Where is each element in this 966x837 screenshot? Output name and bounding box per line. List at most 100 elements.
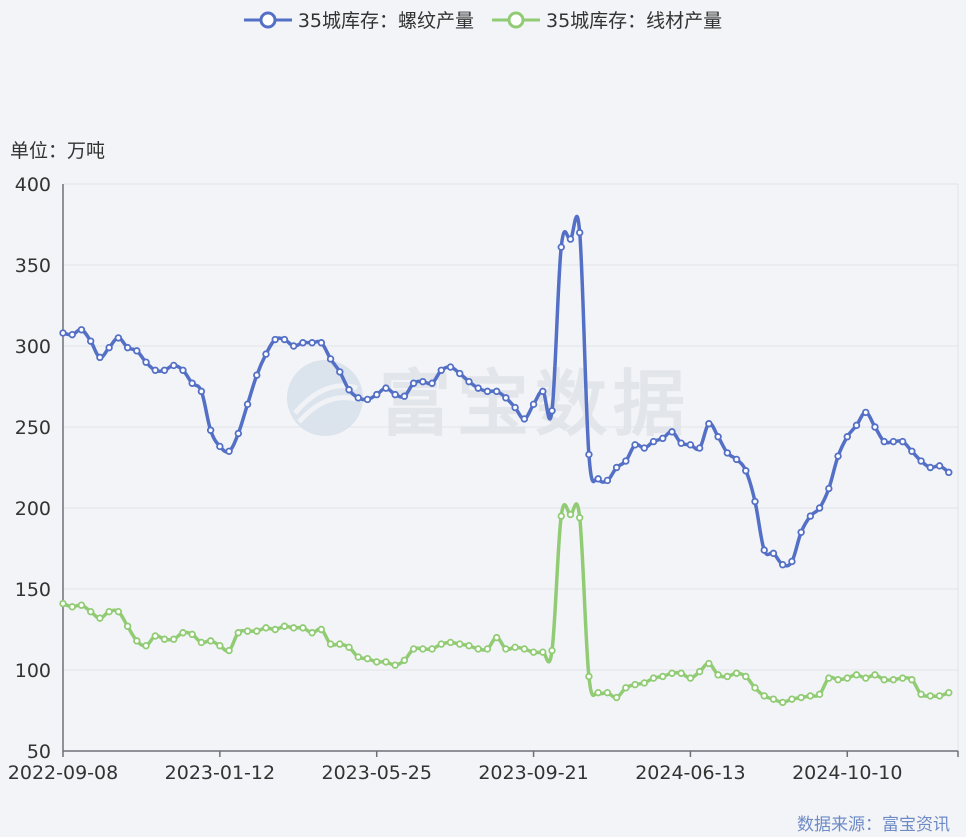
chart-legend: 35城库存：螺纹产量 35城库存：线材产量 <box>0 6 966 33</box>
data-point <box>409 379 418 387</box>
data-point <box>566 510 575 519</box>
data-point <box>391 390 399 399</box>
y-tick-label: 250 <box>15 417 51 439</box>
data-point <box>640 444 648 452</box>
data-point <box>732 669 741 677</box>
data-point <box>373 658 381 666</box>
data-point <box>908 447 916 455</box>
data-point <box>345 386 353 394</box>
data-point <box>529 400 538 409</box>
data-point <box>649 437 658 446</box>
data-point <box>123 343 132 352</box>
data-point <box>695 667 704 676</box>
data-point <box>732 455 741 464</box>
data-point <box>253 371 261 379</box>
data-point <box>862 408 870 417</box>
x-tick-label: 2023-01-12 <box>165 762 275 784</box>
data-point <box>179 366 187 374</box>
data-point <box>456 369 464 378</box>
data-point <box>871 423 879 431</box>
data-point <box>640 679 648 687</box>
data-point <box>96 614 104 622</box>
data-point <box>594 475 602 483</box>
data-point <box>788 557 796 566</box>
data-point <box>539 387 547 396</box>
data-point <box>336 368 344 376</box>
data-point <box>557 512 565 520</box>
data-point <box>271 625 279 634</box>
data-point <box>216 442 224 451</box>
data-point <box>271 335 279 344</box>
data-point <box>96 353 104 362</box>
data-point <box>280 622 289 630</box>
data-point <box>474 645 482 653</box>
data-point <box>216 642 224 650</box>
data-point <box>511 403 519 412</box>
data-point <box>160 366 169 374</box>
data-point <box>483 387 492 396</box>
series-layer <box>59 214 953 707</box>
data-point <box>142 358 150 366</box>
data-point <box>151 366 159 374</box>
data-point <box>843 674 851 682</box>
data-point <box>326 355 335 363</box>
data-point <box>797 528 805 536</box>
data-point <box>908 676 916 684</box>
legend-item-rebar[interactable]: 35城库存：螺纹产量 <box>243 6 474 33</box>
data-point <box>197 638 206 647</box>
data-point <box>428 645 436 653</box>
data-point <box>179 629 187 637</box>
data-point <box>871 671 879 679</box>
y-tick-label: 400 <box>15 174 51 196</box>
data-point <box>714 671 722 679</box>
data-point <box>492 387 501 396</box>
data-point <box>594 688 602 697</box>
data-point <box>262 350 270 358</box>
data-point <box>760 692 768 700</box>
data-point <box>86 337 95 345</box>
data-point <box>114 607 123 616</box>
data-point <box>188 630 196 639</box>
data-point <box>825 674 833 682</box>
data-point <box>668 669 676 677</box>
data-point <box>898 674 907 682</box>
data-point <box>299 339 307 347</box>
data-point <box>428 379 436 387</box>
data-point <box>815 690 824 698</box>
data-point <box>68 330 76 339</box>
data-point <box>419 645 427 653</box>
data-point <box>557 243 565 251</box>
data-point <box>105 343 113 352</box>
data-point <box>935 692 944 700</box>
data-point <box>373 390 381 399</box>
data-point <box>446 638 455 647</box>
data-point <box>548 407 556 415</box>
legend-label-wire-rod: 35城库存：线材产量 <box>546 10 723 32</box>
x-tick-label: 2024-06-13 <box>635 762 745 784</box>
data-point <box>935 462 944 470</box>
data-point <box>778 698 787 707</box>
data-point <box>289 342 298 350</box>
data-point <box>539 648 547 656</box>
legend-item-wire-rod[interactable]: 35城库存：线材产量 <box>492 6 722 33</box>
data-point <box>225 646 233 655</box>
data-point <box>317 339 326 347</box>
data-point <box>548 646 556 655</box>
data-point <box>714 433 722 441</box>
data-point <box>86 607 95 616</box>
data-point <box>834 676 842 684</box>
y-tick-label: 50 <box>27 741 51 763</box>
data-point <box>603 688 612 697</box>
data-point <box>945 688 953 697</box>
data-point <box>889 437 898 446</box>
data-point <box>77 601 86 609</box>
data-point <box>465 377 473 386</box>
chart-grid <box>63 183 959 751</box>
data-point <box>695 444 704 452</box>
data-point <box>622 684 630 692</box>
data-point <box>649 674 658 682</box>
data-point <box>363 654 372 663</box>
data-point <box>520 645 529 653</box>
data-point <box>723 449 732 457</box>
data-point <box>483 645 492 653</box>
